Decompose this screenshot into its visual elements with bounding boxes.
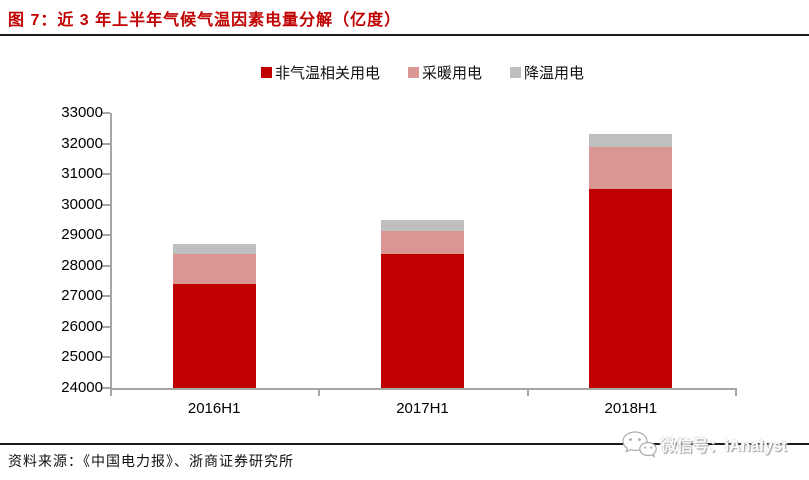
y-axis-tick: [102, 234, 110, 237]
x-axis-tick: [318, 390, 321, 396]
y-axis-tick: [102, 387, 110, 389]
watermark: 微信号：iAnalyst: [621, 430, 787, 458]
y-axis-tick-label: 29000: [61, 226, 103, 244]
y-axis-tick: [102, 112, 110, 114]
bar-segment-降温用电: [589, 134, 673, 147]
bar-segment-非气温相关用电: [172, 284, 256, 388]
y-axis-tick-label: 28000: [61, 256, 103, 274]
legend-swatch: [510, 67, 521, 78]
x-axis-line: [110, 388, 737, 390]
bar-segment-非气温相关用电: [381, 253, 464, 388]
x-axis-category-label: 2018H1: [604, 400, 658, 417]
legend-label: 采暖用电: [421, 66, 482, 82]
legend-item: 采暖用电: [407, 62, 482, 83]
bar-segment-非气温相关用电: [589, 189, 673, 388]
x-axis-category-label: 2016H1: [187, 400, 241, 417]
legend-swatch: [260, 67, 272, 78]
y-axis-line: [110, 113, 112, 390]
x-axis-tick: [110, 390, 112, 396]
bar-segment-采暖用电: [172, 253, 256, 285]
bar-segment-采暖用电: [589, 146, 673, 190]
x-axis-tick: [526, 390, 529, 396]
legend-item: 非气温相关用电: [260, 62, 380, 83]
y-axis-tick-label: 30000: [61, 195, 103, 213]
legend-item: 降温用电: [510, 62, 584, 83]
y-axis-tick: [102, 356, 110, 359]
watermark-text: 微信号：iAnalyst: [660, 438, 787, 455]
x-axis-tick: [735, 390, 737, 396]
y-axis-tick-label: 26000: [61, 317, 103, 335]
y-axis-tick: [102, 142, 110, 145]
y-axis-tick-label: 31000: [61, 165, 103, 183]
y-axis-tick-label: 33000: [61, 104, 103, 121]
x-axis-category-label: 2017H1: [396, 400, 449, 417]
figure-title: 图 7：近 3 年上半年气候气温因素电量分解（亿度）: [8, 12, 402, 29]
legend-swatch: [407, 67, 419, 78]
bar-segment-采暖用电: [381, 230, 464, 254]
y-axis-tick: [102, 203, 110, 206]
title-divider: [0, 34, 809, 36]
y-axis-tick: [102, 173, 110, 176]
footer-divider: [0, 443, 809, 445]
y-axis-tick-label: 24000: [61, 379, 103, 396]
y-axis-tick: [102, 295, 110, 298]
source-note: 资料来源：《中国电力报》、浙商证券研究所: [8, 455, 294, 470]
bar-segment-降温用电: [172, 244, 256, 254]
wechat-icon: [622, 431, 657, 458]
y-axis-tick-label: 32000: [61, 134, 103, 152]
y-axis-tick: [102, 325, 110, 328]
y-axis-tick: [102, 264, 110, 267]
legend-label: 非气温相关用电: [274, 66, 380, 82]
y-axis-tick-label: 27000: [61, 287, 103, 305]
legend-label: 降温用电: [524, 66, 585, 82]
chart-legend: 非气温相关用电 采暖用电 降温用电: [110, 62, 735, 83]
y-axis-tick-label: 25000: [61, 348, 103, 366]
bar-segment-降温用电: [381, 219, 464, 231]
